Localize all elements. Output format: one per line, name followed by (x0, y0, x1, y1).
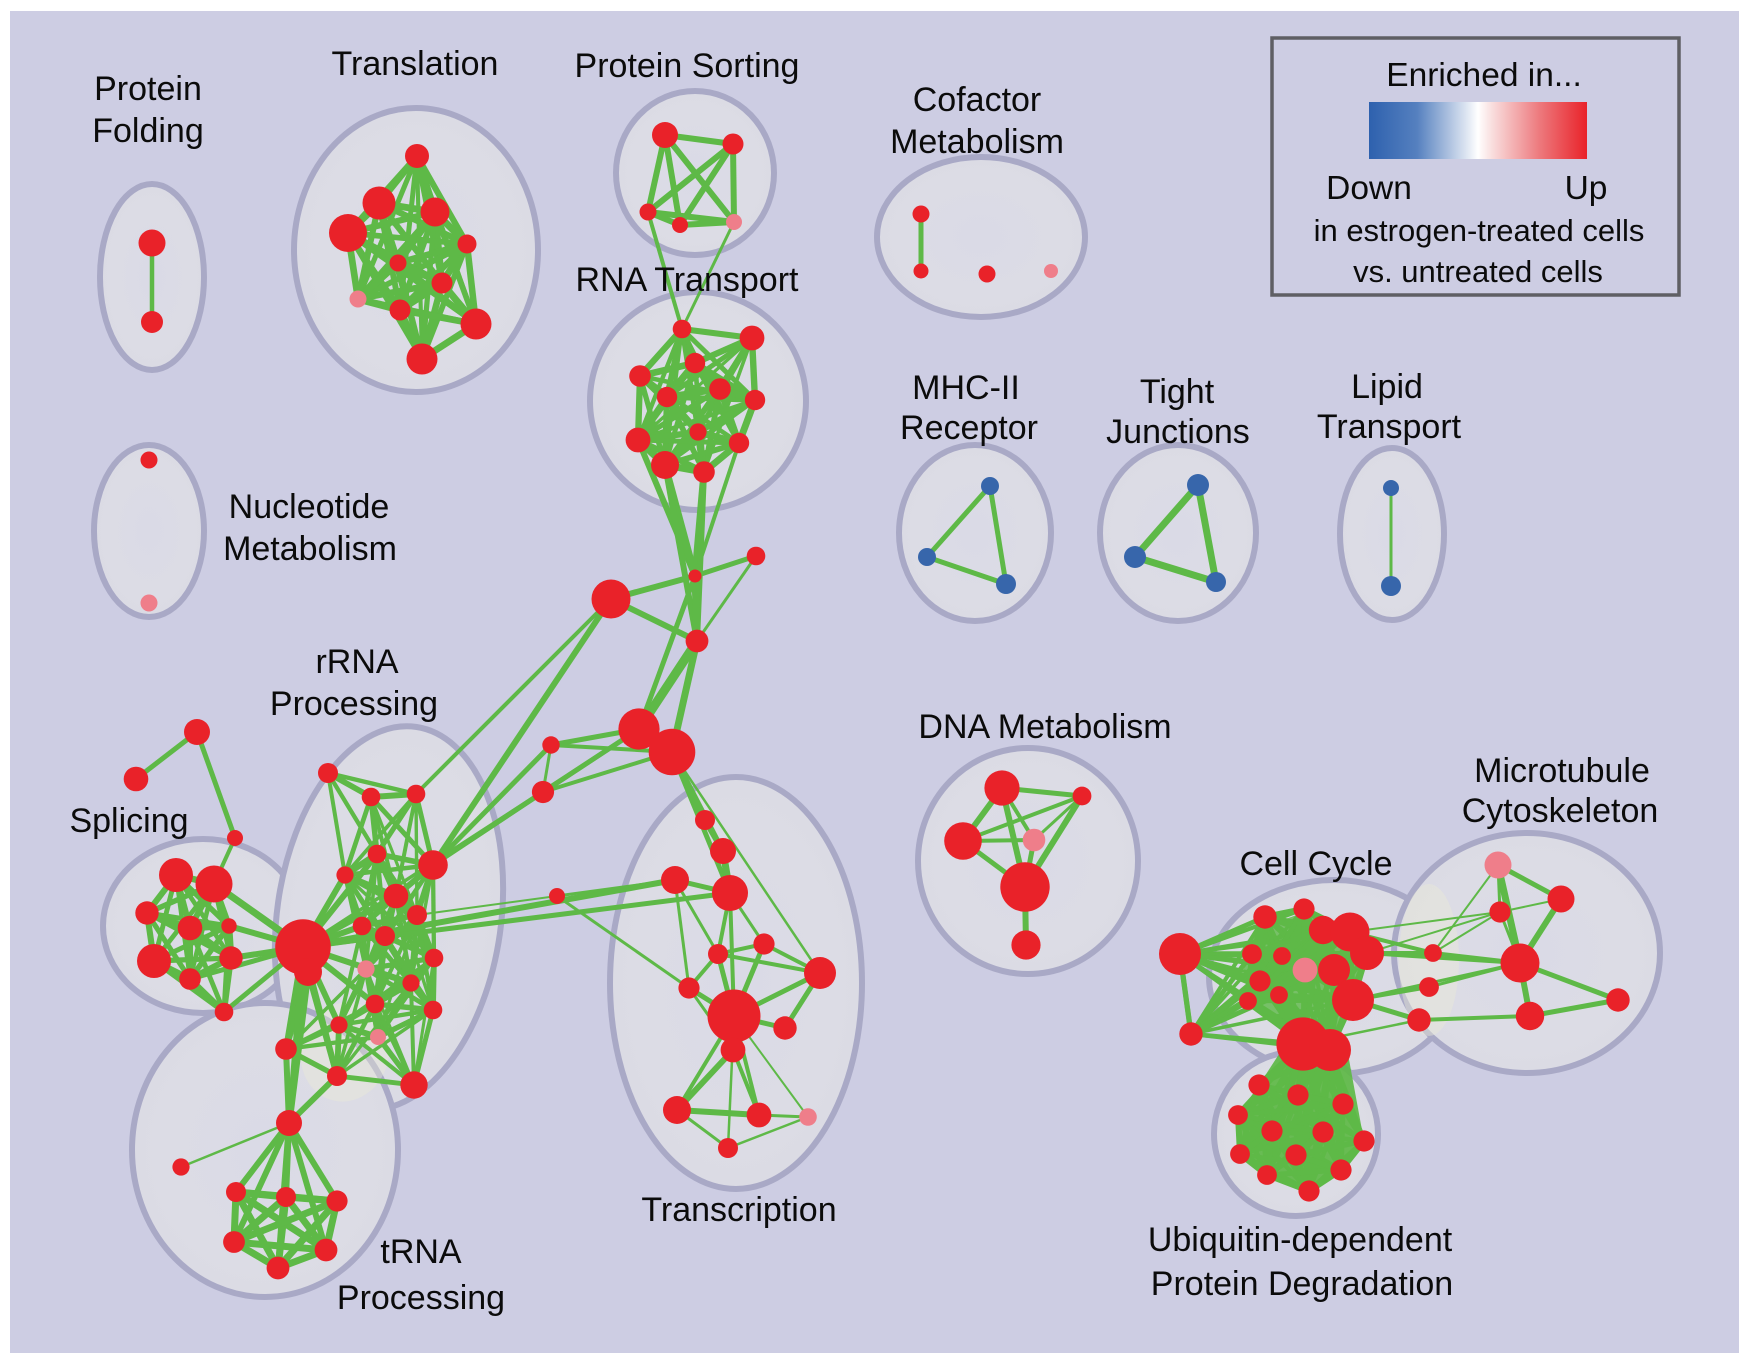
svg-text:Lipid: Lipid (1351, 368, 1423, 406)
svg-text:Up: Up (1565, 170, 1608, 207)
svg-text:Folding: Folding (92, 112, 204, 150)
svg-text:Protein Degradation: Protein Degradation (1151, 1265, 1453, 1303)
svg-text:Down: Down (1326, 170, 1412, 207)
svg-text:Tight: Tight (1140, 373, 1215, 411)
svg-text:Ubiquitin-dependent: Ubiquitin-dependent (1148, 1221, 1453, 1259)
svg-text:Transport: Transport (1317, 408, 1462, 446)
svg-text:Enriched in...: Enriched in... (1386, 57, 1582, 94)
svg-text:Junctions: Junctions (1106, 413, 1250, 451)
svg-text:Transcription: Transcription (641, 1191, 836, 1229)
svg-text:Protein Sorting: Protein Sorting (575, 47, 800, 85)
svg-text:Microtubule: Microtubule (1474, 752, 1650, 790)
svg-text:Metabolism: Metabolism (223, 530, 397, 568)
svg-text:tRNA: tRNA (380, 1233, 462, 1271)
svg-text:in estrogen-treated cells: in estrogen-treated cells (1314, 213, 1645, 248)
svg-text:Protein: Protein (94, 70, 202, 108)
svg-text:MHC-II: MHC-II (912, 369, 1020, 407)
svg-text:Metabolism: Metabolism (890, 123, 1064, 161)
svg-text:Cell Cycle: Cell Cycle (1239, 845, 1392, 883)
svg-text:Processing: Processing (337, 1279, 505, 1317)
svg-text:Cytoskeleton: Cytoskeleton (1462, 792, 1659, 830)
svg-text:rRNA: rRNA (315, 643, 398, 681)
svg-text:RNA Transport: RNA Transport (576, 261, 800, 299)
svg-text:Splicing: Splicing (69, 802, 188, 840)
svg-text:Cofactor: Cofactor (913, 81, 1042, 119)
svg-text:Processing: Processing (270, 685, 438, 723)
svg-text:Translation: Translation (332, 45, 499, 83)
svg-text:DNA Metabolism: DNA Metabolism (918, 708, 1171, 746)
svg-text:vs. untreated cells: vs. untreated cells (1353, 254, 1603, 289)
svg-text:Receptor: Receptor (900, 409, 1038, 447)
svg-text:Nucleotide: Nucleotide (229, 488, 390, 526)
